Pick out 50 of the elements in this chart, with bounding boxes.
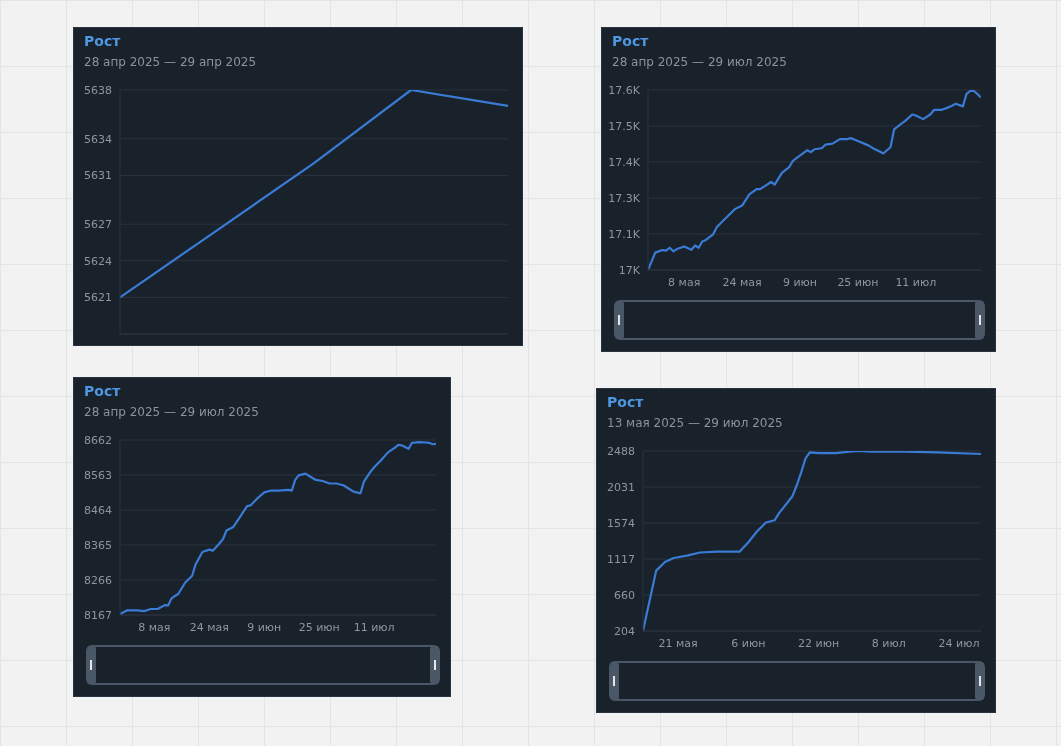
y-tick-label: 17.5K: [608, 119, 641, 133]
line-series: [643, 451, 981, 631]
x-tick-label: 21 мая: [658, 636, 698, 650]
y-tick-label: 5624: [84, 254, 112, 268]
y-tick-label: 5634: [84, 132, 112, 146]
y-tick-label: 5638: [84, 83, 112, 97]
y-tick-label: 204: [614, 624, 635, 638]
chart-subtitle: 28 апр 2025 — 29 июл 2025: [612, 55, 787, 69]
chart-title: Рост: [84, 383, 121, 399]
y-tick-label: 5631: [84, 169, 112, 183]
x-tick-label: 24 июл: [938, 636, 980, 650]
x-tick-label: 8 мая: [668, 275, 701, 289]
x-tick-label: 25 июн: [837, 275, 879, 289]
x-tick-label: 8 мая: [138, 620, 171, 634]
y-tick-label: 5621: [84, 291, 112, 305]
y-tick-label: 2031: [607, 480, 635, 494]
x-tick-label: 24 мая: [189, 620, 229, 634]
y-tick-label: 8563: [84, 468, 112, 482]
y-tick-label: 660: [614, 588, 635, 602]
chart-subtitle: 28 апр 2025 — 29 апр 2025: [84, 55, 257, 69]
y-tick-label: 8464: [84, 503, 112, 517]
y-tick-label: 8662: [84, 433, 112, 447]
x-tick-label: 25 июн: [298, 620, 340, 634]
y-tick-label: 5627: [84, 218, 112, 232]
y-tick-label: 2488: [607, 444, 635, 458]
x-tick-label: 11 июл: [353, 620, 395, 634]
chart-title: Рост: [612, 33, 649, 49]
y-tick-label: 8167: [84, 608, 112, 622]
y-tick-label: 8365: [84, 538, 112, 552]
line-series: [648, 90, 981, 270]
x-tick-label: 24 мая: [722, 275, 762, 289]
chart-subtitle: 28 апр 2025 — 29 июл 2025: [84, 405, 259, 419]
y-tick-label: 17.4K: [608, 155, 641, 169]
x-tick-label: 9 июн: [782, 275, 818, 289]
y-tick-label: 17K: [618, 263, 641, 277]
chart-title: Рост: [607, 394, 644, 410]
x-tick-label: 8 июл: [871, 636, 906, 650]
y-tick-label: 17.1K: [608, 227, 641, 241]
x-tick-label: 6 июн: [731, 636, 766, 650]
chart-subtitle: 13 мая 2025 — 29 июл 2025: [607, 416, 783, 430]
line-series: [120, 441, 436, 615]
x-tick-label: 11 июл: [895, 275, 937, 289]
chart-title: Рост: [84, 33, 121, 49]
x-tick-label: 9 июн: [247, 620, 282, 634]
x-tick-label: 22 июн: [798, 636, 840, 650]
y-tick-label: 17.3K: [608, 191, 641, 205]
y-tick-label: 1117: [607, 552, 635, 566]
y-tick-label: 17.6K: [608, 83, 641, 97]
y-tick-label: 8266: [84, 573, 112, 587]
y-tick-label: 1574: [607, 516, 635, 530]
